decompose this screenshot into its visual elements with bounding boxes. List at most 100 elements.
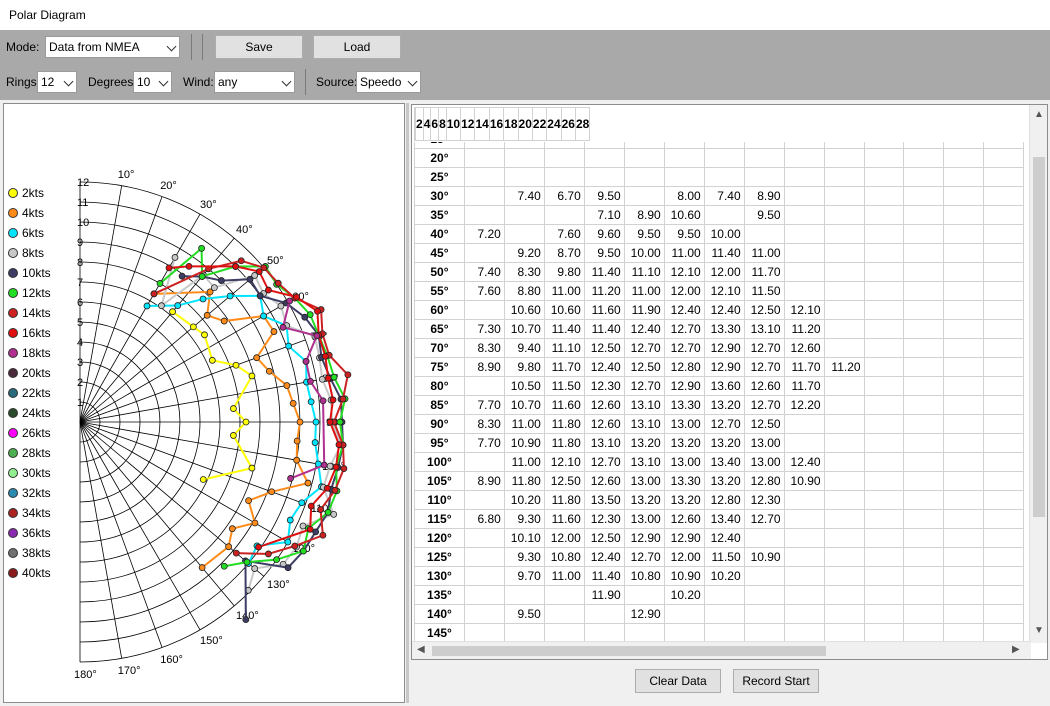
grid-cell[interactable]: 13.60 (703, 376, 745, 396)
grid-cell[interactable] (903, 528, 945, 548)
grid-cell[interactable]: 10.00 (623, 243, 665, 263)
grid-cell[interactable]: 10.60 (663, 205, 705, 225)
grid-cell[interactable]: 9.30 (503, 547, 545, 567)
grid-cell[interactable] (863, 471, 905, 491)
grid-cell[interactable] (983, 357, 1024, 377)
grid-cell[interactable] (983, 148, 1024, 168)
grid-cell[interactable]: 12.70 (623, 547, 665, 567)
grid-cell[interactable]: 12.50 (743, 300, 785, 320)
grid-cell[interactable]: 13.00 (743, 433, 785, 453)
grid-cell[interactable] (783, 528, 825, 548)
grid-cell[interactable]: 11.20 (783, 319, 825, 339)
grid-cell[interactable]: 10.80 (543, 547, 585, 567)
grid-cell[interactable] (903, 148, 945, 168)
grid-cell[interactable]: 11.00 (623, 281, 665, 301)
grid-cell[interactable] (463, 604, 505, 624)
grid-cell[interactable] (863, 490, 905, 510)
grid-cell[interactable] (863, 509, 905, 529)
grid-cell[interactable] (463, 243, 505, 263)
grid-cell[interactable] (823, 547, 865, 567)
grid-cell[interactable]: 7.40 (503, 186, 545, 206)
row-header[interactable]: 100° (414, 452, 465, 472)
grid-cell[interactable] (903, 205, 945, 225)
grid-cell[interactable] (943, 566, 985, 586)
grid-cell[interactable] (583, 167, 625, 187)
grid-cell[interactable]: 12.50 (583, 338, 625, 358)
grid-cell[interactable] (823, 224, 865, 244)
grid-cell[interactable]: 13.10 (623, 395, 665, 415)
grid-cell[interactable] (823, 490, 865, 510)
grid-cell[interactable]: 13.20 (703, 471, 745, 491)
grid-cell[interactable]: 11.60 (543, 395, 585, 415)
row-header[interactable]: 75° (414, 357, 465, 377)
grid-cell[interactable] (863, 547, 905, 567)
grid-cell[interactable] (903, 585, 945, 605)
grid-cell[interactable]: 8.70 (543, 243, 585, 263)
column-header[interactable]: 20 (517, 107, 533, 141)
grid-cell[interactable]: 11.40 (583, 319, 625, 339)
grid-cell[interactable] (543, 604, 585, 624)
grid-cell[interactable]: 11.90 (583, 585, 625, 605)
grid-cell[interactable] (983, 452, 1024, 472)
grid-cell[interactable] (783, 414, 825, 434)
grid-cell[interactable]: 12.90 (623, 604, 665, 624)
grid-cell[interactable] (943, 395, 985, 415)
grid-cell[interactable]: 9.60 (583, 224, 625, 244)
grid-cell[interactable]: 12.90 (623, 528, 665, 548)
grid-cell[interactable]: 9.50 (743, 205, 785, 225)
grid-cell[interactable] (863, 186, 905, 206)
grid-cell[interactable]: 10.60 (503, 300, 545, 320)
grid-cell[interactable] (823, 186, 865, 206)
grid-cell[interactable] (503, 205, 545, 225)
grid-cell[interactable] (983, 566, 1024, 586)
grid-cell[interactable]: 12.80 (743, 471, 785, 491)
grid-cell[interactable] (943, 585, 985, 605)
grid-cell[interactable] (783, 566, 825, 586)
grid-cell[interactable]: 10.90 (663, 566, 705, 586)
grid-cell[interactable]: 12.70 (663, 338, 705, 358)
grid-cell[interactable] (623, 623, 665, 642)
grid-cell[interactable]: 12.60 (743, 376, 785, 396)
grid-cell[interactable] (823, 566, 865, 586)
grid-cell[interactable]: 13.20 (663, 490, 705, 510)
grid-cell[interactable]: 8.80 (503, 281, 545, 301)
grid-cell[interactable]: 12.90 (663, 376, 705, 396)
grid-cell[interactable]: 13.10 (623, 452, 665, 472)
grid-cell[interactable] (903, 509, 945, 529)
grid-cell[interactable] (783, 585, 825, 605)
grid-cell[interactable] (463, 148, 505, 168)
grid-cell[interactable]: 11.90 (623, 300, 665, 320)
grid-cell[interactable]: 7.10 (583, 205, 625, 225)
grid-cell[interactable]: 11.40 (703, 243, 745, 263)
grid-cell[interactable] (703, 148, 745, 168)
grid-cell[interactable] (503, 224, 545, 244)
row-header[interactable]: 85° (414, 395, 465, 415)
grid-cell[interactable] (823, 585, 865, 605)
grid-cell[interactable]: 8.90 (463, 357, 505, 377)
clear-data-button[interactable]: Clear Data (635, 669, 721, 693)
grid-cell[interactable] (903, 224, 945, 244)
grid-cell[interactable] (943, 452, 985, 472)
grid-cell[interactable] (943, 547, 985, 567)
grid-cell[interactable]: 9.80 (543, 262, 585, 282)
grid-cell[interactable] (663, 623, 705, 642)
column-header[interactable]: 10 (445, 107, 462, 141)
column-header[interactable]: 4 (422, 107, 432, 141)
grid-cell[interactable] (463, 566, 505, 586)
grid-cell[interactable]: 10.90 (503, 433, 545, 453)
grid-cell[interactable]: 11.20 (823, 357, 865, 377)
grid-cell[interactable]: 9.30 (503, 509, 545, 529)
grid-cell[interactable] (983, 509, 1024, 529)
grid-cell[interactable]: 12.30 (583, 509, 625, 529)
grid-cell[interactable]: 12.00 (703, 262, 745, 282)
grid-cell[interactable] (823, 604, 865, 624)
grid-cell[interactable] (823, 300, 865, 320)
grid-cell[interactable]: 12.60 (583, 414, 625, 434)
grid-cell[interactable]: 8.30 (463, 338, 505, 358)
grid-cell[interactable]: 10.90 (783, 471, 825, 491)
column-header[interactable]: 26 (560, 107, 576, 141)
record-start-button[interactable]: Record Start (733, 669, 819, 693)
grid-cell[interactable] (823, 395, 865, 415)
grid-cell[interactable] (703, 585, 745, 605)
grid-cell[interactable] (943, 148, 985, 168)
